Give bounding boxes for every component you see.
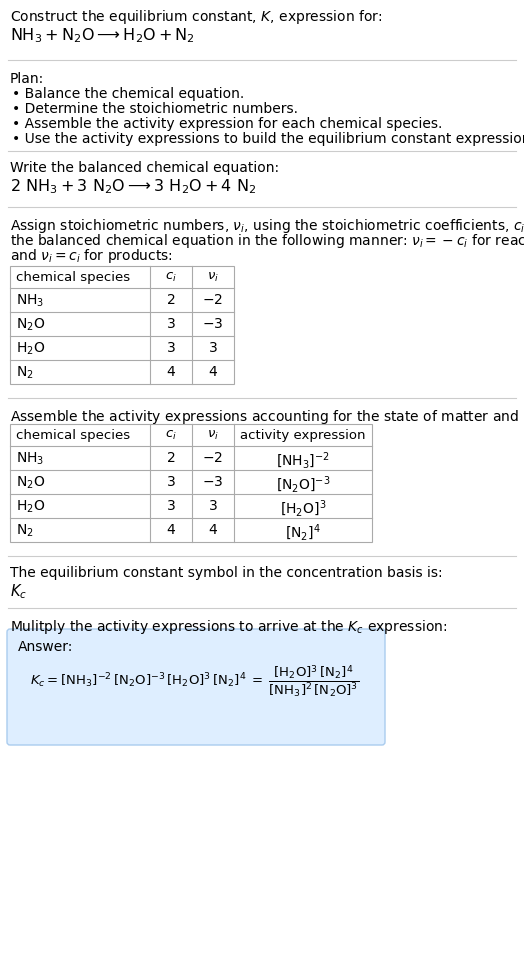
Text: Write the balanced chemical equation:: Write the balanced chemical equation:	[10, 161, 279, 175]
Text: $-2$: $-2$	[202, 451, 224, 465]
Text: $c_i$: $c_i$	[165, 429, 177, 442]
Text: $\mathrm{N_2O}$: $\mathrm{N_2O}$	[16, 475, 45, 491]
Text: $[\mathrm{N_2O}]^{-3}$: $[\mathrm{N_2O}]^{-3}$	[276, 475, 330, 495]
Text: $[\mathrm{NH_3}]^{-2}$: $[\mathrm{NH_3}]^{-2}$	[276, 451, 330, 471]
Text: • Balance the chemical equation.: • Balance the chemical equation.	[12, 87, 244, 101]
Text: 3: 3	[167, 341, 176, 355]
Text: 3: 3	[167, 499, 176, 513]
Text: Answer:: Answer:	[18, 640, 73, 654]
Text: 4: 4	[209, 523, 217, 537]
Text: chemical species: chemical species	[16, 429, 130, 442]
Text: $\mathrm{N_2}$: $\mathrm{N_2}$	[16, 523, 34, 539]
Text: Plan:: Plan:	[10, 72, 44, 86]
Text: $-3$: $-3$	[202, 317, 224, 331]
Text: Assemble the activity expressions accounting for the state of matter and $\nu_i$: Assemble the activity expressions accoun…	[10, 408, 524, 426]
Text: $\mathrm{H_2O}$: $\mathrm{H_2O}$	[16, 499, 45, 515]
Text: $-2$: $-2$	[202, 293, 224, 307]
FancyBboxPatch shape	[7, 629, 385, 745]
Text: Construct the equilibrium constant, $K$, expression for:: Construct the equilibrium constant, $K$,…	[10, 8, 383, 26]
Text: $\nu_i$: $\nu_i$	[207, 429, 219, 442]
Text: 3: 3	[167, 317, 176, 331]
Text: The equilibrium constant symbol in the concentration basis is:: The equilibrium constant symbol in the c…	[10, 566, 443, 580]
Text: $[\mathrm{H_2O}]^3$: $[\mathrm{H_2O}]^3$	[280, 499, 326, 519]
Text: $\mathrm{NH_3}$: $\mathrm{NH_3}$	[16, 451, 45, 467]
Text: • Use the activity expressions to build the equilibrium constant expression.: • Use the activity expressions to build …	[12, 132, 524, 146]
Text: $K_c$: $K_c$	[10, 582, 27, 600]
Text: $\mathrm{N_2}$: $\mathrm{N_2}$	[16, 365, 34, 381]
Text: $\mathrm{H_2O}$: $\mathrm{H_2O}$	[16, 341, 45, 357]
Text: Mulitply the activity expressions to arrive at the $K_c$ expression:: Mulitply the activity expressions to arr…	[10, 618, 447, 636]
Text: Assign stoichiometric numbers, $\nu_i$, using the stoichiometric coefficients, $: Assign stoichiometric numbers, $\nu_i$, …	[10, 217, 524, 235]
Text: $c_i$: $c_i$	[165, 271, 177, 284]
Text: $2\ \mathrm{NH_3 + 3\ N_2O \longrightarrow 3\ H_2O + 4\ N_2}$: $2\ \mathrm{NH_3 + 3\ N_2O \longrightarr…	[10, 177, 256, 196]
Text: $\mathrm{NH_3 + N_2O \longrightarrow H_2O + N_2}$: $\mathrm{NH_3 + N_2O \longrightarrow H_2…	[10, 26, 195, 44]
Text: • Assemble the activity expression for each chemical species.: • Assemble the activity expression for e…	[12, 117, 442, 131]
Text: 3: 3	[167, 475, 176, 489]
Bar	[10, 424, 372, 542]
Text: 2: 2	[167, 451, 176, 465]
Text: $-3$: $-3$	[202, 475, 224, 489]
Bar	[10, 266, 234, 384]
Text: $K_c = [\mathrm{NH_3}]^{-2}\,[\mathrm{N_2O}]^{-3}\,[\mathrm{H_2O}]^3\,[\mathrm{N: $K_c = [\mathrm{NH_3}]^{-2}\,[\mathrm{N_…	[30, 664, 359, 701]
Text: $\nu_i$: $\nu_i$	[207, 271, 219, 284]
Text: chemical species: chemical species	[16, 271, 130, 284]
Text: $\mathrm{NH_3}$: $\mathrm{NH_3}$	[16, 293, 45, 310]
Text: 3: 3	[209, 499, 217, 513]
Text: 2: 2	[167, 293, 176, 307]
Text: 4: 4	[167, 523, 176, 537]
Text: and $\nu_i = c_i$ for products:: and $\nu_i = c_i$ for products:	[10, 247, 173, 265]
Text: • Determine the stoichiometric numbers.: • Determine the stoichiometric numbers.	[12, 102, 298, 116]
Text: the balanced chemical equation in the following manner: $\nu_i = -c_i$ for react: the balanced chemical equation in the fo…	[10, 232, 524, 250]
Text: 4: 4	[209, 365, 217, 379]
Text: $\mathrm{N_2O}$: $\mathrm{N_2O}$	[16, 317, 45, 333]
Text: 3: 3	[209, 341, 217, 355]
Text: $[\mathrm{N_2}]^4$: $[\mathrm{N_2}]^4$	[285, 523, 321, 543]
Text: 4: 4	[167, 365, 176, 379]
Text: activity expression: activity expression	[240, 429, 366, 442]
